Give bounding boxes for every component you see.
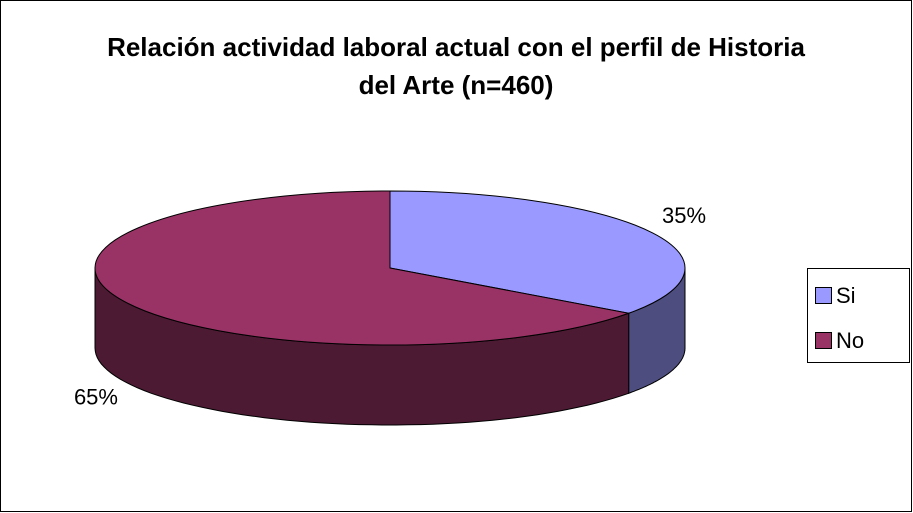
legend-swatch: [815, 332, 832, 349]
data-label: 65%: [74, 385, 118, 410]
data-label: 35%: [662, 203, 706, 228]
legend-label: No: [836, 328, 864, 353]
legend-swatch: [815, 287, 832, 304]
chart-title: Relación actividad laboral actual con el…: [107, 32, 805, 100]
slice: [389, 190, 686, 314]
slice: [94, 190, 631, 346]
legend-label: Si: [836, 283, 856, 308]
